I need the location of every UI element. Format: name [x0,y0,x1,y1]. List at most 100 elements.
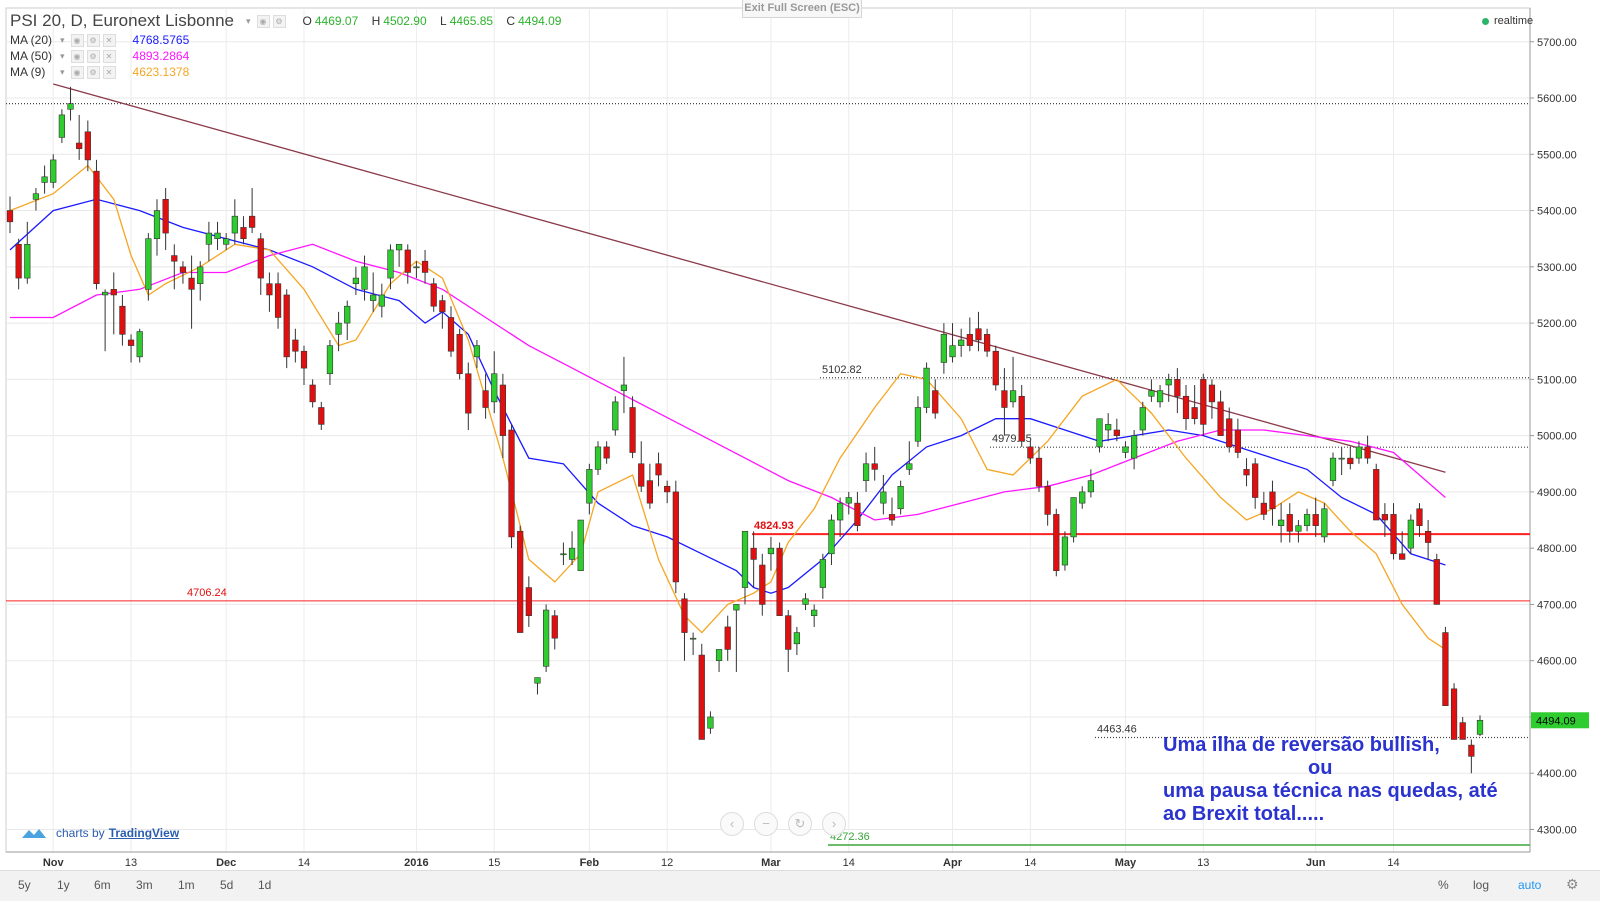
settings-icon[interactable]: ⚙ [272,14,286,28]
percent-toggle[interactable]: % [1438,878,1449,892]
y-tick-label: 4700.00 [1537,599,1577,611]
range-button-1d[interactable]: 1d [258,878,272,892]
candle-body [421,260,429,273]
candle-body [508,429,515,538]
candle-body [1208,384,1216,403]
candle-body [612,401,619,431]
legend-ma9[interactable]: MA (9) ▾ ◉ ⚙ ✕ 4623.1378 [10,64,571,80]
y-tick-label: 5200.00 [1537,318,1577,330]
candle-body [361,266,368,290]
close-icon[interactable]: ✕ [102,49,116,63]
ohlc-high-key: H [371,14,381,28]
candle-body [897,485,904,510]
log-toggle[interactable]: log [1473,878,1490,892]
ma20-name[interactable]: MA (20) [10,33,53,47]
range-button-6m[interactable]: 6m [94,878,111,892]
candle-body [491,373,498,403]
symbol-title[interactable]: PSI 20, D, Euronext Lisbonne [10,11,234,30]
candle-body [456,334,463,375]
candle-body [888,514,896,521]
ma9-name[interactable]: MA (9) [10,65,46,79]
ma50-name[interactable]: MA (50) [10,49,53,63]
candle-body [292,339,299,352]
candle-body [1381,514,1388,521]
x-tick-label: May [1115,857,1137,869]
candle-body [1407,519,1414,549]
x-tick-label: 14 [1024,857,1036,869]
scroll-left-icon[interactable]: ‹ [720,812,744,836]
ohlc-close-value: 4494.09 [518,14,562,28]
auto-toggle[interactable]: auto [1518,878,1542,892]
candle-body [940,334,947,363]
candle-body [975,328,982,341]
scroll-right-icon[interactable]: › [822,812,846,836]
tradingview-credit[interactable]: charts by TradingView [20,826,179,840]
candle-body [231,215,238,234]
level-label: 4824.93 [754,520,794,532]
candle-body [153,210,161,239]
candle-body [1105,424,1112,431]
gear-icon[interactable]: ⚙ [1566,876,1579,892]
chevron-down-icon[interactable]: ▾ [245,15,251,26]
candle-body [257,238,264,279]
ohlc-open-key: O [302,14,312,28]
ohlc-high-value: 4502.90 [383,14,427,28]
range-button-5y[interactable]: 5y [18,878,31,892]
chevron-down-icon[interactable]: ▾ [60,66,65,77]
candle-body [1364,446,1371,459]
candle-body [1096,418,1103,448]
candle-body [1243,469,1250,476]
candle-body [1269,491,1276,510]
candle-body [984,334,991,352]
y-tick-label: 4400.00 [1537,768,1577,780]
level-label: 4979.45 [992,433,1032,445]
candle-body [162,199,169,234]
candle-body [1182,395,1190,420]
candle-body [715,649,723,661]
legend-ma50[interactable]: MA (50) ▾ ◉ ⚙ ✕ 4893.2864 [10,48,571,64]
range-button-1y[interactable]: 1y [57,878,70,892]
range-button-5d[interactable]: 5d [220,878,234,892]
candle-body [1018,395,1025,442]
candle-body [1087,480,1094,493]
eye-icon[interactable]: ◉ [256,14,270,28]
eye-icon[interactable]: ◉ [70,65,84,79]
eye-icon[interactable]: ◉ [70,33,84,47]
candle-body [119,305,126,335]
candle-body [1433,559,1440,605]
ohlc-close-key: C [506,14,516,28]
candle-body [1113,429,1120,436]
close-icon[interactable]: ✕ [102,33,116,47]
close-icon[interactable]: ✕ [102,65,116,79]
candle-body [309,384,316,403]
range-button-3m[interactable]: 3m [136,878,153,892]
settings-icon[interactable]: ⚙ [86,65,100,79]
candle-body [1373,469,1380,521]
candle-body [249,215,256,228]
candle-body [837,502,844,521]
exit-fullscreen-button[interactable]: Exit Full Screen (ESC) [742,0,862,18]
settings-icon[interactable]: ⚙ [86,33,100,47]
candle-body [1450,688,1458,740]
candle-body [638,463,645,487]
candle-body [1252,463,1259,498]
level-label: 4706.24 [187,587,227,599]
legend-ma20[interactable]: MA (20) ▾ ◉ ⚙ ✕ 4768.5765 [10,32,571,48]
zoom-out-icon[interactable]: − [754,812,778,836]
candle-body [145,238,152,290]
credit-brand-link[interactable]: TradingView [108,826,180,840]
ma9-value: 4623.1378 [132,65,190,79]
candle-body [776,547,783,616]
candle-body [1355,446,1363,459]
reset-icon[interactable]: ↻ [788,812,812,836]
range-button-1m[interactable]: 1m [178,878,195,892]
chevron-down-icon[interactable]: ▾ [60,34,65,45]
settings-icon[interactable]: ⚙ [86,49,100,63]
eye-icon[interactable]: ◉ [70,49,84,63]
x-tick-label: Dec [216,857,236,869]
x-tick-label: Nov [43,857,65,869]
ma20-value: 4768.5765 [132,33,190,47]
candle-body [1009,390,1017,403]
chevron-down-icon[interactable]: ▾ [60,50,65,61]
